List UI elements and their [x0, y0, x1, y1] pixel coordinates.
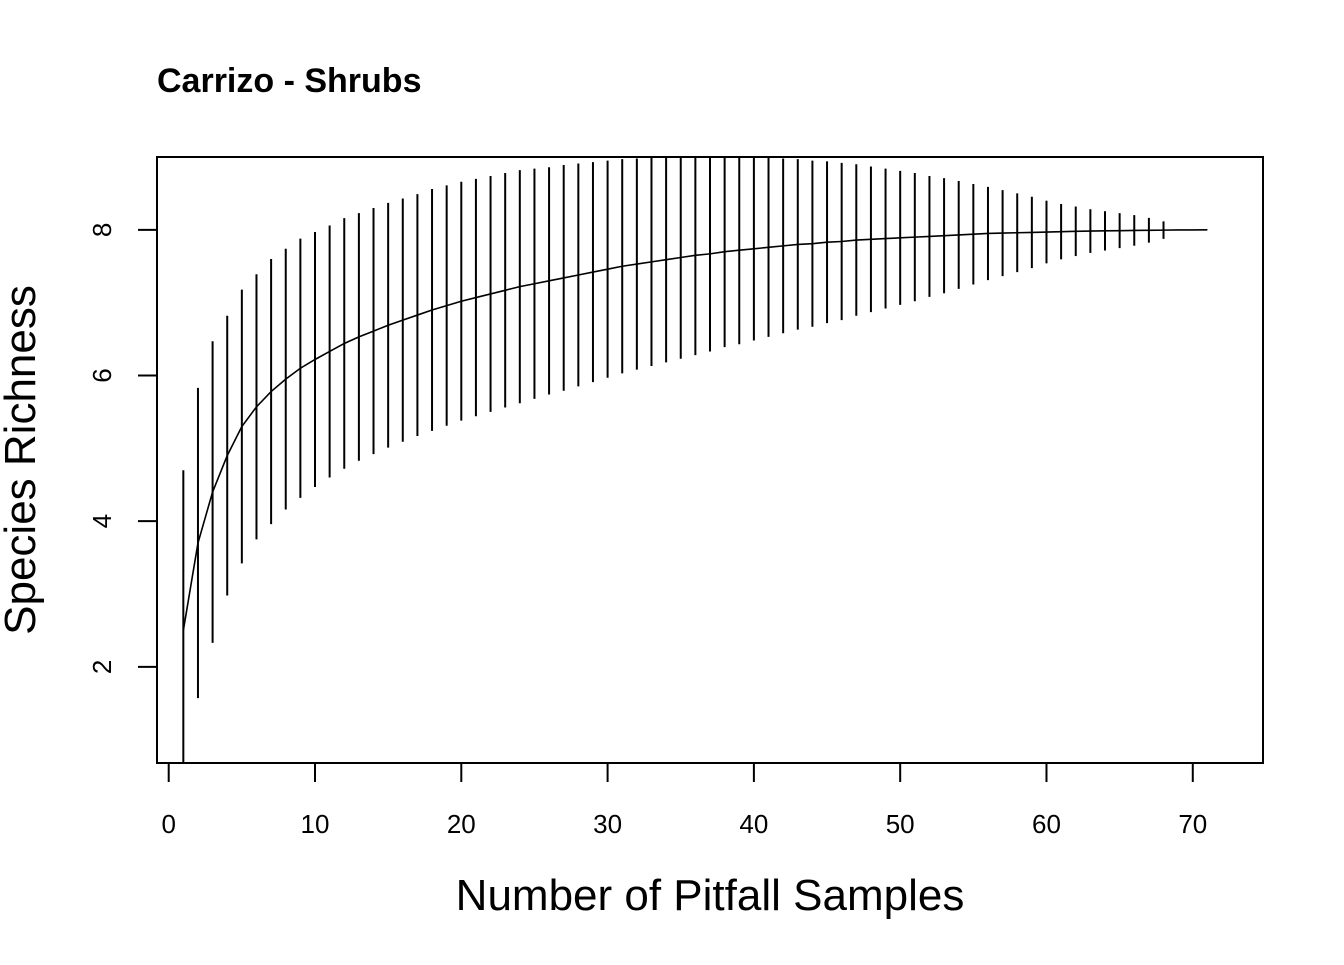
error-bars [182, 157, 1165, 763]
x-axis-title: Number of Pitfall Samples [456, 871, 965, 920]
y-axis-title: Species Richness [0, 285, 45, 635]
y-axis-ticks: 2 4 6 8 [87, 223, 157, 674]
x-tick-label: 30 [593, 809, 622, 839]
x-tick-label: 0 [161, 809, 175, 839]
y-tick-label: 8 [87, 223, 117, 237]
y-tick-label: 6 [87, 368, 117, 382]
x-tick-label: 70 [1178, 809, 1207, 839]
x-axis-ticks: 0 10 20 30 40 50 60 70 [161, 763, 1207, 839]
x-tick-label: 40 [739, 809, 768, 839]
x-tick-label: 60 [1032, 809, 1061, 839]
chart-title: Carrizo - Shrubs [157, 62, 421, 100]
x-tick-label: 10 [301, 809, 330, 839]
y-tick-label: 4 [87, 514, 117, 528]
richness-curve [182, 229, 1208, 631]
y-tick-label: 2 [87, 660, 117, 674]
x-tick-label: 50 [886, 809, 915, 839]
x-tick-label: 20 [447, 809, 476, 839]
